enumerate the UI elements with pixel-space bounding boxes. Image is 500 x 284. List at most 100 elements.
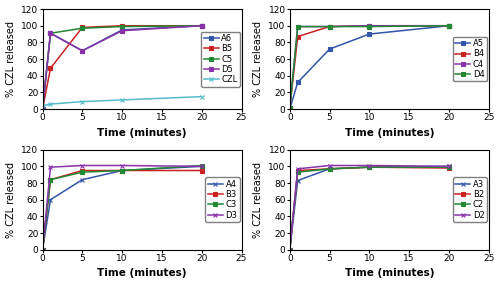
X-axis label: Time (minutes): Time (minutes) xyxy=(98,268,187,278)
B5 xyxy=(198,24,204,28)
Line: C4: C4 xyxy=(288,23,452,111)
X-axis label: Time (minutes): Time (minutes) xyxy=(98,128,187,138)
B4 xyxy=(446,24,452,28)
A6 xyxy=(48,32,54,35)
CZL xyxy=(119,98,125,102)
Line: B4: B4 xyxy=(288,23,452,111)
B2 xyxy=(287,248,293,251)
X-axis label: Time (minutes): Time (minutes) xyxy=(344,128,434,138)
B5 xyxy=(80,26,86,29)
D3 xyxy=(40,248,46,251)
D4 xyxy=(294,25,300,28)
D2 xyxy=(326,164,332,167)
D4 xyxy=(366,25,372,28)
D2 xyxy=(366,164,372,167)
D3 xyxy=(80,164,86,167)
C4 xyxy=(326,25,332,28)
C5 xyxy=(40,107,46,111)
C5 xyxy=(198,24,204,28)
D2 xyxy=(287,248,293,251)
C2 xyxy=(287,248,293,251)
B5 xyxy=(48,66,54,70)
A4 xyxy=(119,169,125,172)
D4 xyxy=(446,24,452,28)
Line: CZL: CZL xyxy=(40,94,204,108)
Y-axis label: % CZL released: % CZL released xyxy=(253,162,263,238)
A5 xyxy=(366,32,372,36)
B3 xyxy=(80,169,86,172)
Y-axis label: % CZL released: % CZL released xyxy=(6,162,16,238)
D3 xyxy=(198,165,204,168)
C4 xyxy=(446,24,452,28)
D5 xyxy=(119,29,125,32)
B5 xyxy=(119,24,125,28)
Line: D2: D2 xyxy=(288,163,452,252)
A3 xyxy=(366,166,372,169)
A5 xyxy=(446,24,452,28)
C2 xyxy=(446,166,452,169)
C3 xyxy=(119,169,125,172)
A6 xyxy=(80,49,86,53)
C2 xyxy=(294,170,300,174)
CZL xyxy=(80,100,86,103)
Line: C5: C5 xyxy=(40,23,204,112)
D5 xyxy=(80,49,86,53)
C3 xyxy=(40,248,46,251)
D4 xyxy=(326,25,332,28)
A4 xyxy=(80,178,86,181)
B5 xyxy=(40,107,46,111)
C3 xyxy=(48,178,54,181)
C3 xyxy=(198,164,204,167)
Line: A4: A4 xyxy=(40,164,204,252)
B2 xyxy=(366,166,372,169)
B2 xyxy=(294,169,300,172)
B2 xyxy=(326,167,332,171)
Line: B2: B2 xyxy=(288,165,452,252)
A4 xyxy=(48,198,54,201)
Line: A5: A5 xyxy=(288,23,452,112)
B4 xyxy=(326,25,332,28)
Legend: A5, B4, C4, D4: A5, B4, C4, D4 xyxy=(453,37,487,82)
A4 xyxy=(198,165,204,168)
CZL xyxy=(48,103,54,106)
Line: A3: A3 xyxy=(288,164,452,252)
B2 xyxy=(446,166,452,170)
A6 xyxy=(119,28,125,32)
Line: D5: D5 xyxy=(40,23,204,112)
C4 xyxy=(294,25,300,28)
A3 xyxy=(294,179,300,182)
A5 xyxy=(326,47,332,51)
B3 xyxy=(198,169,204,172)
B3 xyxy=(119,169,125,172)
Line: B3: B3 xyxy=(40,168,204,252)
C5 xyxy=(80,26,86,30)
Y-axis label: % CZL released: % CZL released xyxy=(253,21,263,97)
D5 xyxy=(40,107,46,111)
C4 xyxy=(366,24,372,28)
C2 xyxy=(366,166,372,169)
D2 xyxy=(294,167,300,171)
X-axis label: Time (minutes): Time (minutes) xyxy=(344,268,434,278)
Line: C3: C3 xyxy=(40,163,204,252)
D5 xyxy=(198,24,204,28)
A3 xyxy=(287,248,293,251)
B3 xyxy=(48,178,54,181)
C2 xyxy=(326,167,332,171)
CZL xyxy=(198,95,204,98)
A6 xyxy=(198,24,204,28)
B4 xyxy=(366,24,372,28)
Line: D4: D4 xyxy=(288,23,452,111)
B4 xyxy=(294,35,300,38)
D2 xyxy=(446,165,452,168)
D4 xyxy=(287,106,293,110)
A5 xyxy=(294,81,300,84)
Y-axis label: % CZL released: % CZL released xyxy=(6,21,16,97)
Legend: A4, B3, C3, D3: A4, B3, C3, D3 xyxy=(206,177,240,222)
Line: D3: D3 xyxy=(40,163,204,252)
CZL xyxy=(40,104,46,107)
Line: B5: B5 xyxy=(40,23,204,112)
A5 xyxy=(287,107,293,111)
C5 xyxy=(119,25,125,28)
C5 xyxy=(48,32,54,35)
D3 xyxy=(48,166,54,169)
